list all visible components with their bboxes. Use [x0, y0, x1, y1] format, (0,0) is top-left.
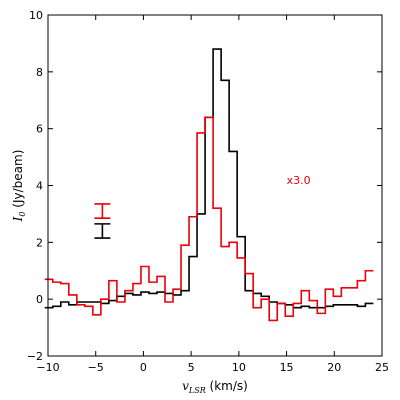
- y-tick-label: 6: [36, 123, 43, 136]
- series-layer: [44, 48, 374, 322]
- error-bar-1: [94, 203, 111, 219]
- x-axis-title-sub: LSR: [188, 386, 206, 395]
- scale-annotation: x3.0: [287, 174, 311, 187]
- x-tick-label: 0: [140, 361, 147, 374]
- y-axis-title-unit: (Jy/beam): [11, 150, 25, 212]
- y-tick-label: 8: [36, 66, 43, 79]
- y-tick-label: 2: [36, 236, 43, 249]
- y-axis-title-sub: 0: [18, 212, 27, 217]
- y-axis-title: I0 (Jy/beam): [11, 150, 27, 223]
- x-axis-title-main: v: [182, 379, 189, 393]
- x-axis-title: vLSR (km/s): [182, 379, 248, 395]
- series-2-step-line: [44, 116, 374, 322]
- x-axis-title-unit: (km/s): [206, 379, 248, 393]
- error-bar-2: [94, 223, 111, 239]
- y-tick-label: 10: [29, 9, 43, 22]
- series-1-step-line: [44, 48, 374, 309]
- error-bar-layer: [94, 203, 111, 239]
- y-axis-title-main: I: [11, 216, 25, 222]
- y-tick-label: 0: [36, 293, 43, 306]
- x-tick-label: −5: [88, 361, 104, 374]
- x-tick-label: 15: [280, 361, 294, 374]
- x-tick-label: 20: [327, 361, 341, 374]
- tick-layer: −10 −5 0 5 10 15 20 25 −2 0 2 4 6 8 10: [27, 9, 389, 374]
- y-tick-label: −2: [27, 350, 43, 363]
- x-tick-label: 10: [232, 361, 246, 374]
- x-tick-label: 25: [375, 361, 389, 374]
- x-tick-label: −10: [36, 361, 59, 374]
- y-tick-label: 4: [36, 180, 43, 193]
- plot-frame: [47, 14, 383, 357]
- x-tick-label: 5: [188, 361, 195, 374]
